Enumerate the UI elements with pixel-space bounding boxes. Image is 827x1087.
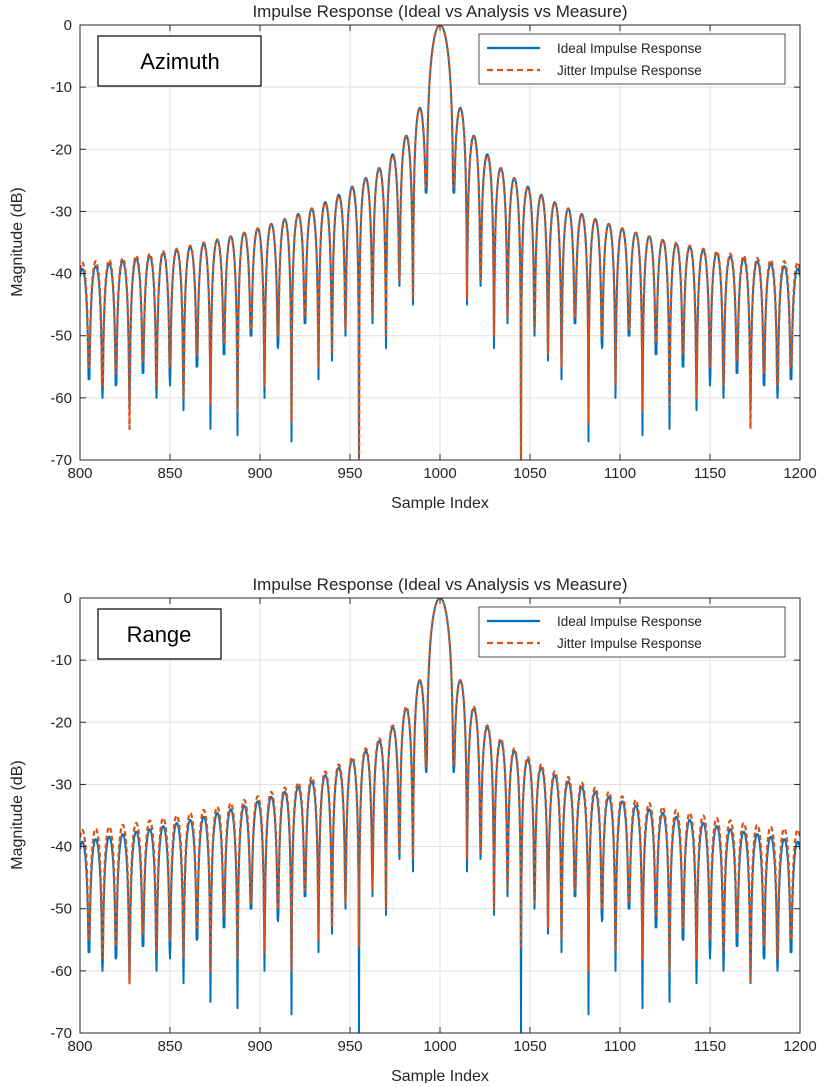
y-tick-label: -50: [50, 901, 72, 918]
y-tick-label: -50: [50, 328, 72, 345]
x-tick-label: 1000: [423, 465, 456, 482]
x-tick-label: 1100: [604, 465, 636, 482]
x-tick-label: 900: [247, 465, 272, 482]
grid: [79, 24, 801, 461]
y-tick-label: -10: [50, 652, 72, 669]
jitter-series-line: [80, 25, 800, 460]
x-tick-label: 950: [337, 465, 362, 482]
x-tick-label: 1050: [513, 465, 546, 482]
annotation-box: Range: [97, 608, 222, 660]
y-tick-label: -70: [50, 452, 72, 469]
y-tick-label: -10: [50, 79, 72, 96]
y-tick-label: -20: [50, 141, 72, 158]
legend-ideal-label: Ideal Impulse Response: [557, 614, 702, 629]
legend-jitter-label: Jitter Impulse Response: [557, 636, 702, 651]
axes: 800 850 900 950 1000 1050 1100 1150 1200 0 -10 -20 -…: [50, 17, 816, 482]
x-axis-label: Sample Index: [391, 1068, 489, 1083]
x-tick-label: 1050: [513, 1038, 546, 1055]
x-tick-label: 1100: [604, 1038, 636, 1055]
x-tick-label: 1200: [783, 1038, 816, 1055]
azimuth-chart: 800 850 900 950 1000 1050 1100 1150 1200 0 -10 -20 -…: [9, 2, 817, 510]
ideal-series-line: [80, 25, 800, 460]
y-tick-label: -20: [50, 714, 72, 731]
grid: [79, 597, 801, 1034]
series-lines: [80, 598, 800, 1033]
annotation-label: Range: [127, 622, 192, 647]
axes: 800 850 900 950 1000 1050 1100 1150 1200 0 -10 -20 -…: [50, 590, 816, 1055]
y-tick-label: 0: [64, 590, 72, 607]
y-tick-label: -60: [50, 963, 72, 980]
x-tick-label: 850: [157, 1038, 182, 1055]
x-tick-label: 1150: [694, 465, 726, 482]
legend: Ideal Impulse Response Jitter Impulse Re…: [478, 33, 786, 85]
x-tick-label: 800: [67, 465, 92, 482]
x-tick-label: 950: [337, 1038, 362, 1055]
y-tick-label: 0: [64, 17, 72, 34]
y-tick-label: -70: [50, 1025, 72, 1042]
legend: Ideal Impulse Response Jitter Impulse Re…: [478, 606, 786, 658]
azimuth-chart-panel: 800 850 900 950 1000 1050 1100 1150 1200 0 -10 -20 -…: [0, 0, 827, 510]
y-tick-label: -30: [50, 776, 72, 793]
x-tick-label: 1150: [694, 1038, 726, 1055]
legend-ideal-label: Ideal Impulse Response: [557, 41, 702, 56]
legend-jitter-label: Jitter Impulse Response: [557, 63, 702, 78]
y-tick-label: -60: [50, 390, 72, 407]
chart-title: Impulse Response (Ideal vs Analysis vs M…: [252, 575, 627, 594]
y-tick-label: -40: [50, 266, 72, 283]
x-axis-label: Sample Index: [391, 495, 489, 510]
y-tick-label: -40: [50, 839, 72, 856]
y-axis-label: Magnitude (dB): [9, 187, 26, 296]
y-axis-label: Magnitude (dB): [9, 760, 26, 869]
jitter-series-line: [80, 598, 800, 985]
annotation-label: Azimuth: [140, 49, 219, 74]
x-tick-label: 1200: [783, 465, 816, 482]
x-tick-label: 900: [247, 1038, 272, 1055]
x-tick-label: 800: [67, 1038, 92, 1055]
series-lines: [80, 25, 800, 460]
annotation-box: Azimuth: [97, 35, 262, 87]
x-tick-label: 1000: [423, 1038, 456, 1055]
chart-title: Impulse Response (Ideal vs Analysis vs M…: [252, 2, 627, 21]
y-tick-label: -30: [50, 203, 72, 220]
range-chart-panel: 800 850 900 950 1000 1050 1100 1150 1200 0 -10 -20 -…: [0, 573, 827, 1083]
x-tick-label: 850: [157, 465, 182, 482]
range-chart: 800 850 900 950 1000 1050 1100 1150 1200 0 -10 -20 -…: [9, 575, 817, 1083]
